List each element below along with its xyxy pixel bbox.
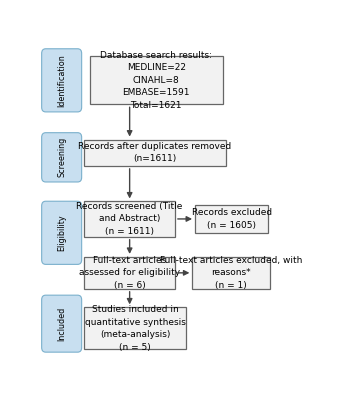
- FancyBboxPatch shape: [84, 140, 226, 166]
- Text: Database search results:
MEDLINE=22
CINAHL=8
EMBASE=1591
Total=1621: Database search results: MEDLINE=22 CINA…: [100, 51, 212, 110]
- FancyBboxPatch shape: [42, 201, 82, 264]
- FancyBboxPatch shape: [42, 49, 82, 112]
- FancyBboxPatch shape: [42, 295, 82, 352]
- Text: Studies included in
quantitative synthesis
(meta-analysis)
(n = 5): Studies included in quantitative synthes…: [85, 305, 185, 352]
- Text: Full-text articles excluded, with
reasons*
(n = 1): Full-text articles excluded, with reason…: [160, 256, 302, 290]
- Text: Included: Included: [57, 306, 66, 341]
- Text: Screening: Screening: [57, 137, 66, 178]
- FancyBboxPatch shape: [84, 201, 175, 237]
- FancyBboxPatch shape: [42, 133, 82, 182]
- FancyBboxPatch shape: [90, 56, 223, 104]
- FancyBboxPatch shape: [195, 205, 268, 233]
- Text: Records excluded
(n = 1605): Records excluded (n = 1605): [192, 208, 272, 230]
- Text: Records after duplicates removed
(n=1611): Records after duplicates removed (n=1611…: [78, 142, 232, 164]
- Text: Eligibility: Eligibility: [57, 214, 66, 251]
- Text: Records screened (Title
and Abstract)
(n = 1611): Records screened (Title and Abstract) (n…: [76, 202, 183, 236]
- FancyBboxPatch shape: [84, 257, 175, 289]
- Text: Identification: Identification: [57, 54, 66, 107]
- FancyBboxPatch shape: [84, 308, 186, 349]
- Text: Full-text articles
assessed for eligibility
(n = 6): Full-text articles assessed for eligibil…: [79, 256, 180, 290]
- FancyBboxPatch shape: [192, 257, 270, 289]
